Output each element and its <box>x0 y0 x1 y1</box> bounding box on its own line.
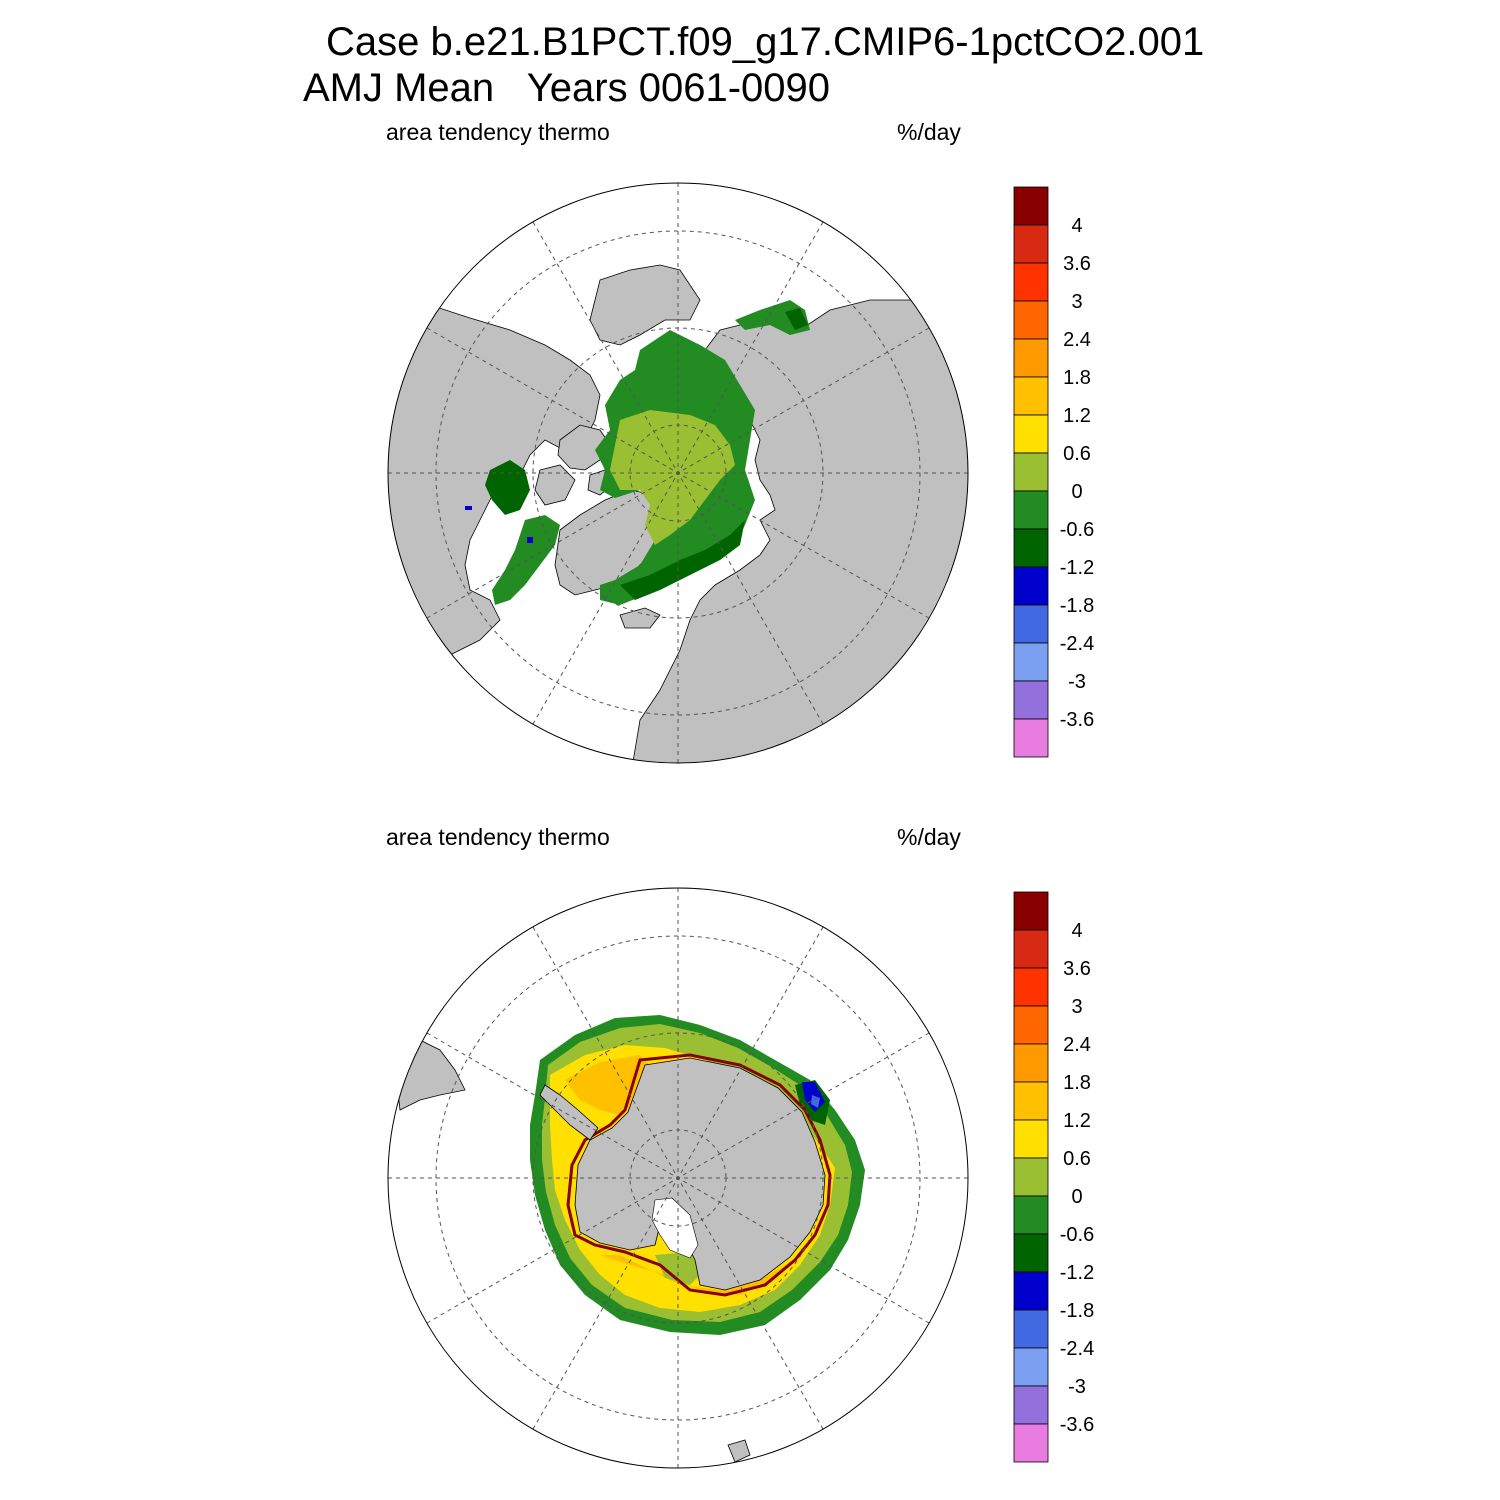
south-panel-variable-label: area tendency thermo <box>386 824 610 850</box>
north-map-border <box>387 182 969 764</box>
south-colorbar-box <box>1013 891 1049 931</box>
bering-ice-tendency-dark <box>785 308 808 330</box>
north-colorbar-box <box>1013 452 1049 492</box>
north-colorbar-box <box>1013 186 1049 226</box>
antarctica-land <box>574 1057 826 1291</box>
south-colorbar-box <box>1013 1385 1049 1425</box>
north-colorbar-label: 3 <box>1071 291 1082 313</box>
north-colorbar-label: -1.2 <box>1060 557 1094 579</box>
antarctic-ice-tendency-high <box>565 1055 790 1295</box>
south-colorbar-label: -1.2 <box>1060 1262 1094 1284</box>
south-colorbar-box <box>1013 1233 1049 1273</box>
south-colorbar-label: 0 <box>1071 1186 1082 1208</box>
north-colorbar-box <box>1013 718 1049 758</box>
south-colorbar-box <box>1013 1157 1049 1197</box>
south-colorbar-box <box>1013 1119 1049 1159</box>
antarctic-peninsula <box>539 1084 599 1141</box>
south-colorbar-label: 1.2 <box>1063 1110 1091 1132</box>
north-colorbar-label: 1.8 <box>1063 367 1091 389</box>
south-colorbar-label: 3 <box>1071 996 1082 1018</box>
south-colorbar-label: -2.4 <box>1060 1338 1094 1360</box>
north-blue-spot <box>527 537 533 543</box>
north-colorbar-box <box>1013 604 1049 644</box>
south-colorbar: 4 3.6 3 2.4 1.8 1.2 0.6 0 -0.6 -1.2 -1.8 -2.4 -3 -3.6 <box>1013 891 1094 1463</box>
figure-title-line2: AMJ Mean Years 0061-0090 <box>303 66 831 110</box>
north-blue-spot <box>465 506 472 510</box>
south-graticule <box>388 888 968 1468</box>
arctic-ice-tendency-neutral <box>610 410 735 545</box>
bering-ice-tendency <box>735 300 810 335</box>
north-panel-units-label: %/day <box>897 119 961 145</box>
south-colorbar-label: -1.8 <box>1060 1300 1094 1322</box>
south-colorbar-box <box>1013 967 1049 1007</box>
arctic-ice-tendency-darker <box>620 520 745 600</box>
north-colorbar-box <box>1013 528 1049 568</box>
north-colorbar-label: -0.6 <box>1060 519 1094 541</box>
weddell-ice-tendency-neutral <box>655 1252 705 1285</box>
antarctic-ice-tendency-blue <box>811 1095 820 1108</box>
north-colorbar-box <box>1013 300 1049 340</box>
south-colorbar-label: 2.4 <box>1063 1034 1091 1056</box>
north-colorbar: 4 3.6 3 2.4 1.8 1.2 0.6 0 -0.6 -1.2 -1.8 -2.4 -3 -3.6 <box>1013 186 1094 758</box>
north-graticule <box>388 183 968 763</box>
south-colorbar-box <box>1013 1081 1049 1121</box>
south-colorbar-label: 0.6 <box>1063 1148 1091 1170</box>
north-colorbar-box <box>1013 224 1049 264</box>
south-colorbar-label: 3.6 <box>1063 958 1091 980</box>
north-polar-map <box>387 182 969 764</box>
iceland-land <box>619 607 661 629</box>
north-colorbar-box <box>1013 338 1049 378</box>
north-colorbar-label: 2.4 <box>1063 329 1091 351</box>
north-land <box>388 304 601 701</box>
south-colorbar-label: -3 <box>1068 1376 1086 1398</box>
south-colorbar-box <box>1013 1005 1049 1045</box>
north-colorbar-label: 4 <box>1071 215 1082 237</box>
north-colorbar-box <box>1013 414 1049 454</box>
antarctic-coastal-positive-edge <box>566 1053 832 1297</box>
south-panel-units-label: %/day <box>897 824 961 850</box>
south-colorbar-box <box>1013 1423 1049 1463</box>
labrador-ice-tendency <box>492 515 560 605</box>
south-map-border <box>387 887 969 1469</box>
south-colorbar-label: 4 <box>1071 920 1082 942</box>
north-colorbar-box <box>1013 376 1049 416</box>
hudson-bay-ice-tendency <box>485 460 530 515</box>
north-colorbar-box <box>1013 566 1049 606</box>
north-colorbar-label: 0.6 <box>1063 443 1091 465</box>
south-colorbar-box <box>1013 1309 1049 1349</box>
north-colorbar-label: 3.6 <box>1063 253 1091 275</box>
north-colorbar-box <box>1013 680 1049 720</box>
south-colorbar-label: -0.6 <box>1060 1224 1094 1246</box>
south-colorbar-box <box>1013 929 1049 969</box>
australia-land <box>727 1439 751 1463</box>
south-colorbar-box <box>1013 1195 1049 1235</box>
south-colorbar-label: 1.8 <box>1063 1072 1091 1094</box>
south-colorbar-box <box>1013 1347 1049 1387</box>
north-colorbar-box <box>1013 490 1049 530</box>
south-colorbar-label: -3.6 <box>1060 1414 1094 1436</box>
north-colorbar-label: -3.6 <box>1060 709 1094 731</box>
south-colorbar-box <box>1013 1271 1049 1311</box>
north-colorbar-label: 1.2 <box>1063 405 1091 427</box>
south-polar-map <box>387 887 969 1469</box>
north-panel-variable-label: area tendency thermo <box>386 119 610 145</box>
north-colorbar-label: -1.8 <box>1060 595 1094 617</box>
north-colorbar-box <box>1013 262 1049 302</box>
north-colorbar-label: 0 <box>1071 481 1082 503</box>
north-colorbar-label: -3 <box>1068 671 1086 693</box>
north-colorbar-box <box>1013 642 1049 682</box>
south-colorbar-box <box>1013 1043 1049 1083</box>
north-colorbar-label: -2.4 <box>1060 633 1094 655</box>
figure-title-line1: Case b.e21.B1PCT.f09_g17.CMIP6-1pctCO2.0… <box>326 20 1205 64</box>
